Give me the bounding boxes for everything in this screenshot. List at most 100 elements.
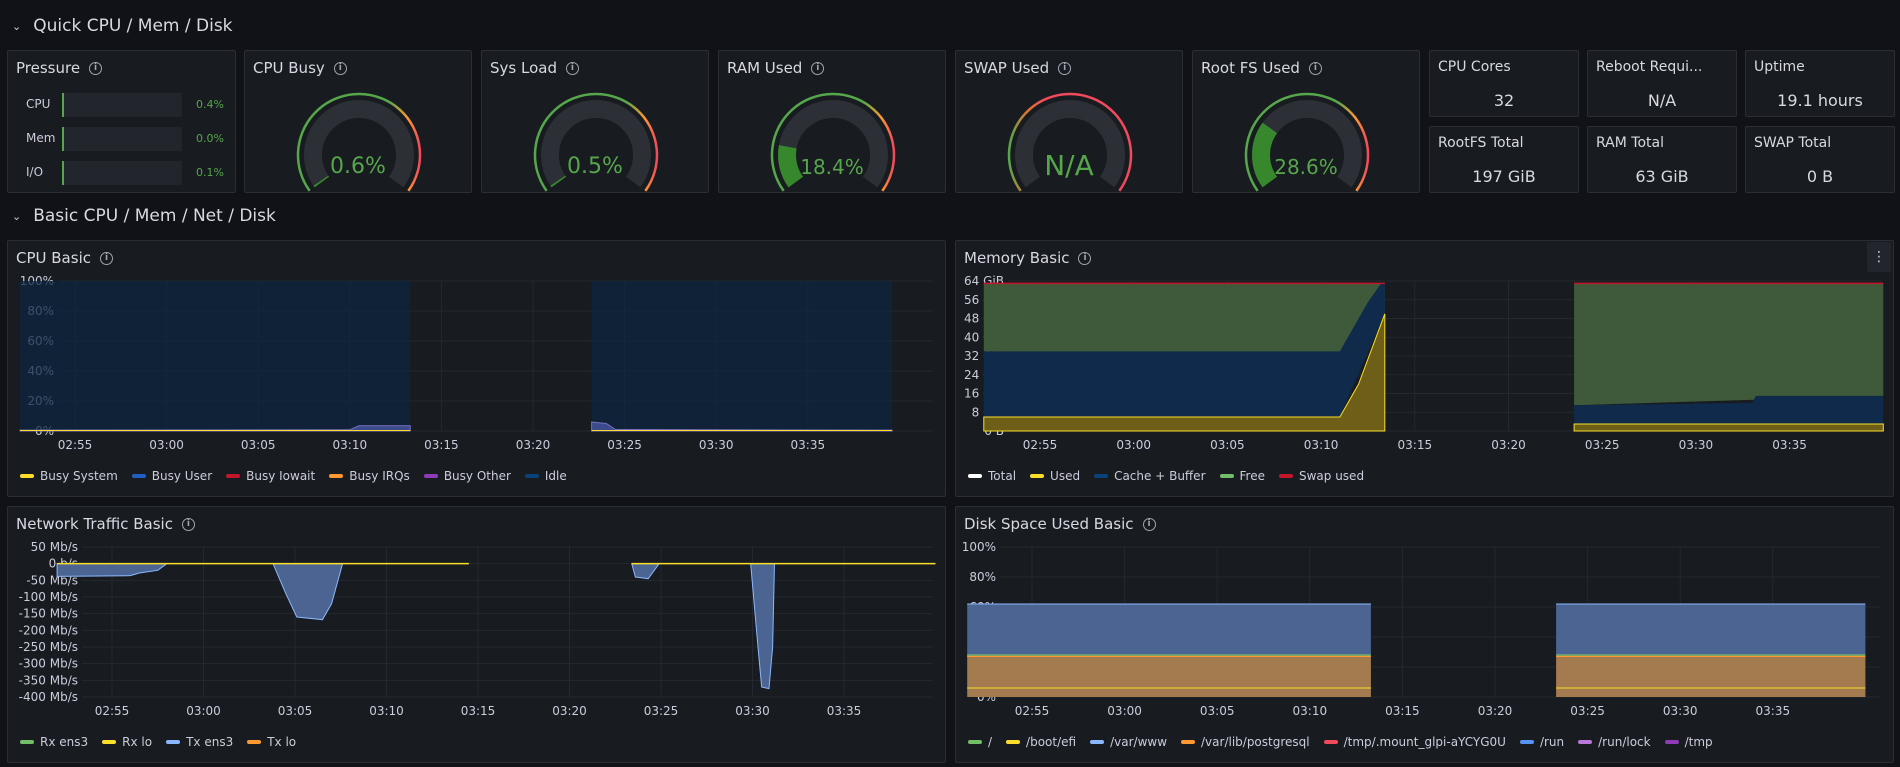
x-tick-label: 03:00 [149, 438, 184, 452]
legend-item[interactable]: /tmp [1664, 735, 1713, 749]
gauge-value-arc [313, 175, 330, 188]
legend-item[interactable]: Swap used [1278, 469, 1364, 483]
legend-label: Tx lo [267, 735, 297, 749]
x-tick-label: 02:55 [95, 704, 130, 718]
legend-item[interactable]: Busy IRQs [329, 469, 410, 483]
legend-swatch [1219, 474, 1234, 478]
panel-title: CPU Busy i [253, 59, 347, 77]
info-icon[interactable]: i [1078, 251, 1092, 265]
panel-title-text: Memory Basic [964, 249, 1070, 267]
x-tick-label: 03:10 [333, 438, 368, 452]
x-tick-label: 02:55 [1015, 704, 1050, 718]
legend-item[interactable]: Busy Other [423, 469, 511, 483]
chevron-down-icon: ⌄ [12, 209, 22, 223]
y-tick-label: -150 Mb/s [19, 607, 78, 621]
x-tick-label: 03:05 [241, 438, 276, 452]
gauge-track [541, 100, 651, 188]
legend-item[interactable]: Free [1219, 469, 1265, 483]
panel-title: SWAP Total [1754, 135, 1832, 151]
y-tick-label: 100% [962, 540, 996, 554]
legend-label: Used [1050, 469, 1081, 483]
legend-item[interactable]: Tx lo [247, 735, 296, 749]
panel-menu-icon[interactable]: ⋮ [1867, 242, 1891, 272]
cpu-basic-panel: CPU Basic i 100%80%60%40%20%0%02:5503:00… [7, 240, 946, 497]
stat-panel-cpu-cores: CPU Cores 32 [1429, 50, 1579, 117]
legend-label: Total [988, 469, 1017, 483]
stat-panel-ram-total: RAM Total 63 GiB [1587, 126, 1737, 193]
used-area [1573, 423, 1884, 432]
legend-item[interactable]: /tmp/.mount_glpi-aYCYG0U [1323, 735, 1506, 749]
pressure-value: 0.4% [196, 98, 224, 111]
gauge-value: N/A [1044, 149, 1094, 182]
x-tick-label: 03:25 [1585, 438, 1620, 452]
gauge-value: 28.6% [1274, 155, 1338, 179]
chart-legend: Busy System Busy User Busy Iowait Busy IRQs… [20, 469, 581, 483]
info-icon[interactable]: i [1142, 517, 1156, 531]
pressure-bar-fill [62, 127, 64, 151]
x-tick-label: 03:30 [1679, 438, 1714, 452]
info-icon[interactable]: i [333, 61, 347, 75]
legend-label: Busy Other [443, 469, 511, 483]
legend-label: Cache + Buffer [1114, 469, 1206, 483]
info-icon[interactable]: i [181, 517, 195, 531]
legend-swatch [1090, 740, 1105, 744]
legend-item[interactable]: /run/lock [1578, 735, 1651, 749]
legend-item[interactable]: Cache + Buffer [1094, 469, 1206, 483]
legend-item[interactable]: /var/lib/postgresql [1181, 735, 1310, 749]
info-icon[interactable]: i [89, 61, 103, 75]
gauge-track [304, 100, 414, 188]
panel-title: RAM Used i [727, 59, 825, 77]
x-tick-label: 03:25 [644, 704, 679, 718]
row-header-basic[interactable]: ⌄ Basic CPU / Mem / Net / Disk [0, 200, 276, 232]
info-icon[interactable]: i [99, 251, 113, 265]
panel-title-text: Root FS Used [1201, 59, 1300, 77]
panel-title-text: Network Traffic Basic [16, 515, 173, 533]
legend-item[interactable]: Rx lo [102, 735, 152, 749]
x-tick-label: 03:10 [1293, 704, 1328, 718]
pressure-bar [62, 161, 182, 185]
legend-item[interactable]: Busy System [20, 469, 118, 483]
legend-item[interactable]: /var/www [1090, 735, 1167, 749]
legend-item[interactable]: Tx ens3 [166, 735, 233, 749]
legend-item[interactable]: /run [1519, 735, 1565, 749]
pressure-value: 0.0% [196, 132, 224, 145]
disk-chart: 100%80%60%40%20%0%02:5503:0003:0503:1003… [962, 540, 1881, 718]
panel-title: Memory Basic i [964, 249, 1092, 267]
legend-swatch [1006, 740, 1021, 744]
legend-label: /run [1539, 735, 1565, 749]
pressure-bar-fill [62, 93, 64, 117]
panel-title: Reboot Requi... [1596, 59, 1703, 75]
pressure-row-mem: Mem 0.0% [16, 127, 226, 151]
legend-item[interactable]: Busy Iowait [226, 469, 315, 483]
idle-area [591, 281, 893, 431]
legend-item[interactable]: Total [968, 469, 1016, 483]
legend-swatch [1323, 740, 1338, 744]
panel-title: Sys Load i [490, 59, 579, 77]
x-tick-label: 03:35 [827, 704, 862, 718]
panel-title: Pressure i [16, 59, 103, 77]
x-tick-label: 03:20 [516, 438, 551, 452]
stat-value: 32 [1493, 91, 1515, 110]
pressure-bar [62, 127, 182, 151]
legend-label: Idle [544, 469, 567, 483]
legend-item[interactable]: Idle [524, 469, 567, 483]
pressure-label: Mem [26, 131, 56, 145]
x-tick-label: 03:30 [735, 704, 770, 718]
legend-swatch [1094, 474, 1109, 478]
row-header-quick[interactable]: ⌄ Quick CPU / Mem / Disk [0, 10, 233, 42]
legend-swatch [131, 474, 146, 478]
info-icon[interactable]: i [565, 61, 579, 75]
panel-title: Disk Space Used Basic i [964, 515, 1156, 533]
panel-title: SWAP Used i [964, 59, 1072, 77]
info-icon[interactable]: i [1058, 61, 1072, 75]
legend-item[interactable]: Used [1030, 469, 1080, 483]
info-icon[interactable]: i [1308, 61, 1322, 75]
legend-item[interactable]: Rx ens3 [20, 735, 88, 749]
legend-item[interactable]: /boot/efi [1006, 735, 1076, 749]
legend-swatch [20, 740, 34, 744]
info-icon[interactable]: i [811, 61, 825, 75]
legend-label: /var/www [1110, 735, 1168, 749]
legend-item[interactable]: Busy User [131, 469, 212, 483]
stat-value: 63 GiB [1635, 167, 1689, 186]
legend-item[interactable]: / [968, 735, 992, 749]
